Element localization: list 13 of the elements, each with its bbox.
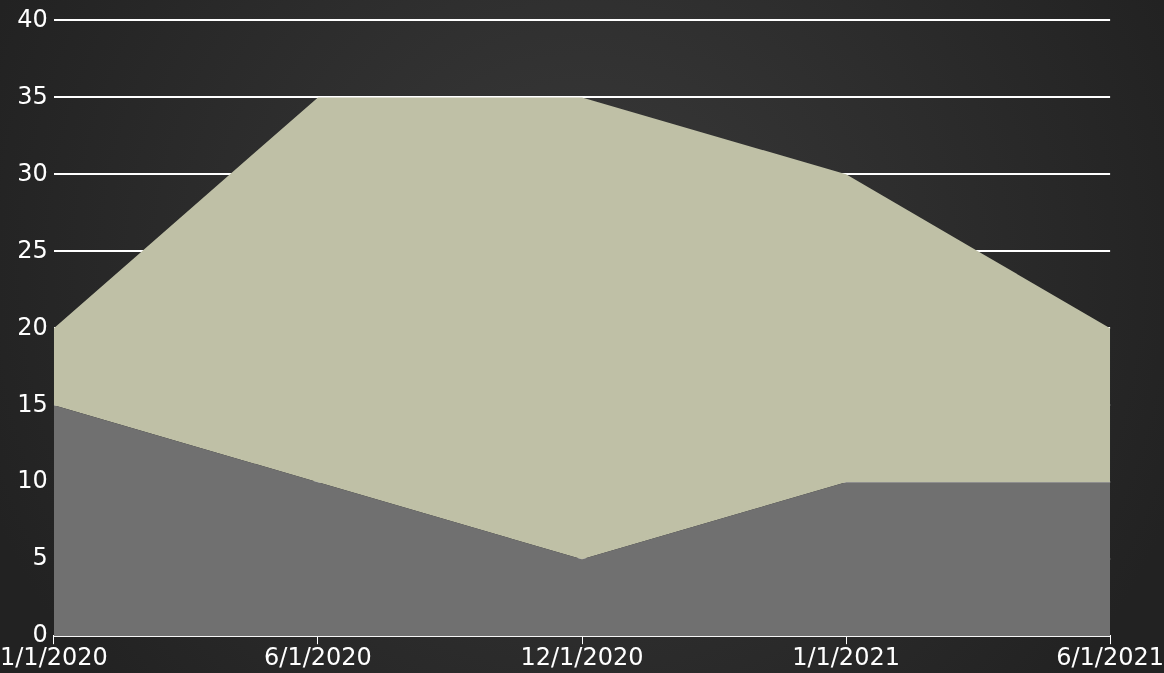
x-tick-label: 1/1/2021 bbox=[792, 642, 900, 671]
y-tick-label: 35 bbox=[17, 81, 48, 110]
y-tick-label: 25 bbox=[17, 235, 48, 264]
y-tick-label: 15 bbox=[17, 389, 48, 418]
y-tick-label: 10 bbox=[17, 466, 48, 495]
x-tick-label: 1/1/2020 bbox=[0, 642, 108, 671]
y-tick-label: 40 bbox=[17, 4, 48, 33]
x-tick-label: 6/1/2020 bbox=[264, 642, 372, 671]
y-tick-label: 20 bbox=[17, 312, 48, 341]
y-tick-label: 30 bbox=[17, 158, 48, 187]
x-tick-label: 12/1/2020 bbox=[520, 642, 644, 671]
x-tick-label: 6/1/2021 bbox=[1056, 642, 1164, 671]
y-tick-label: 5 bbox=[32, 543, 48, 572]
